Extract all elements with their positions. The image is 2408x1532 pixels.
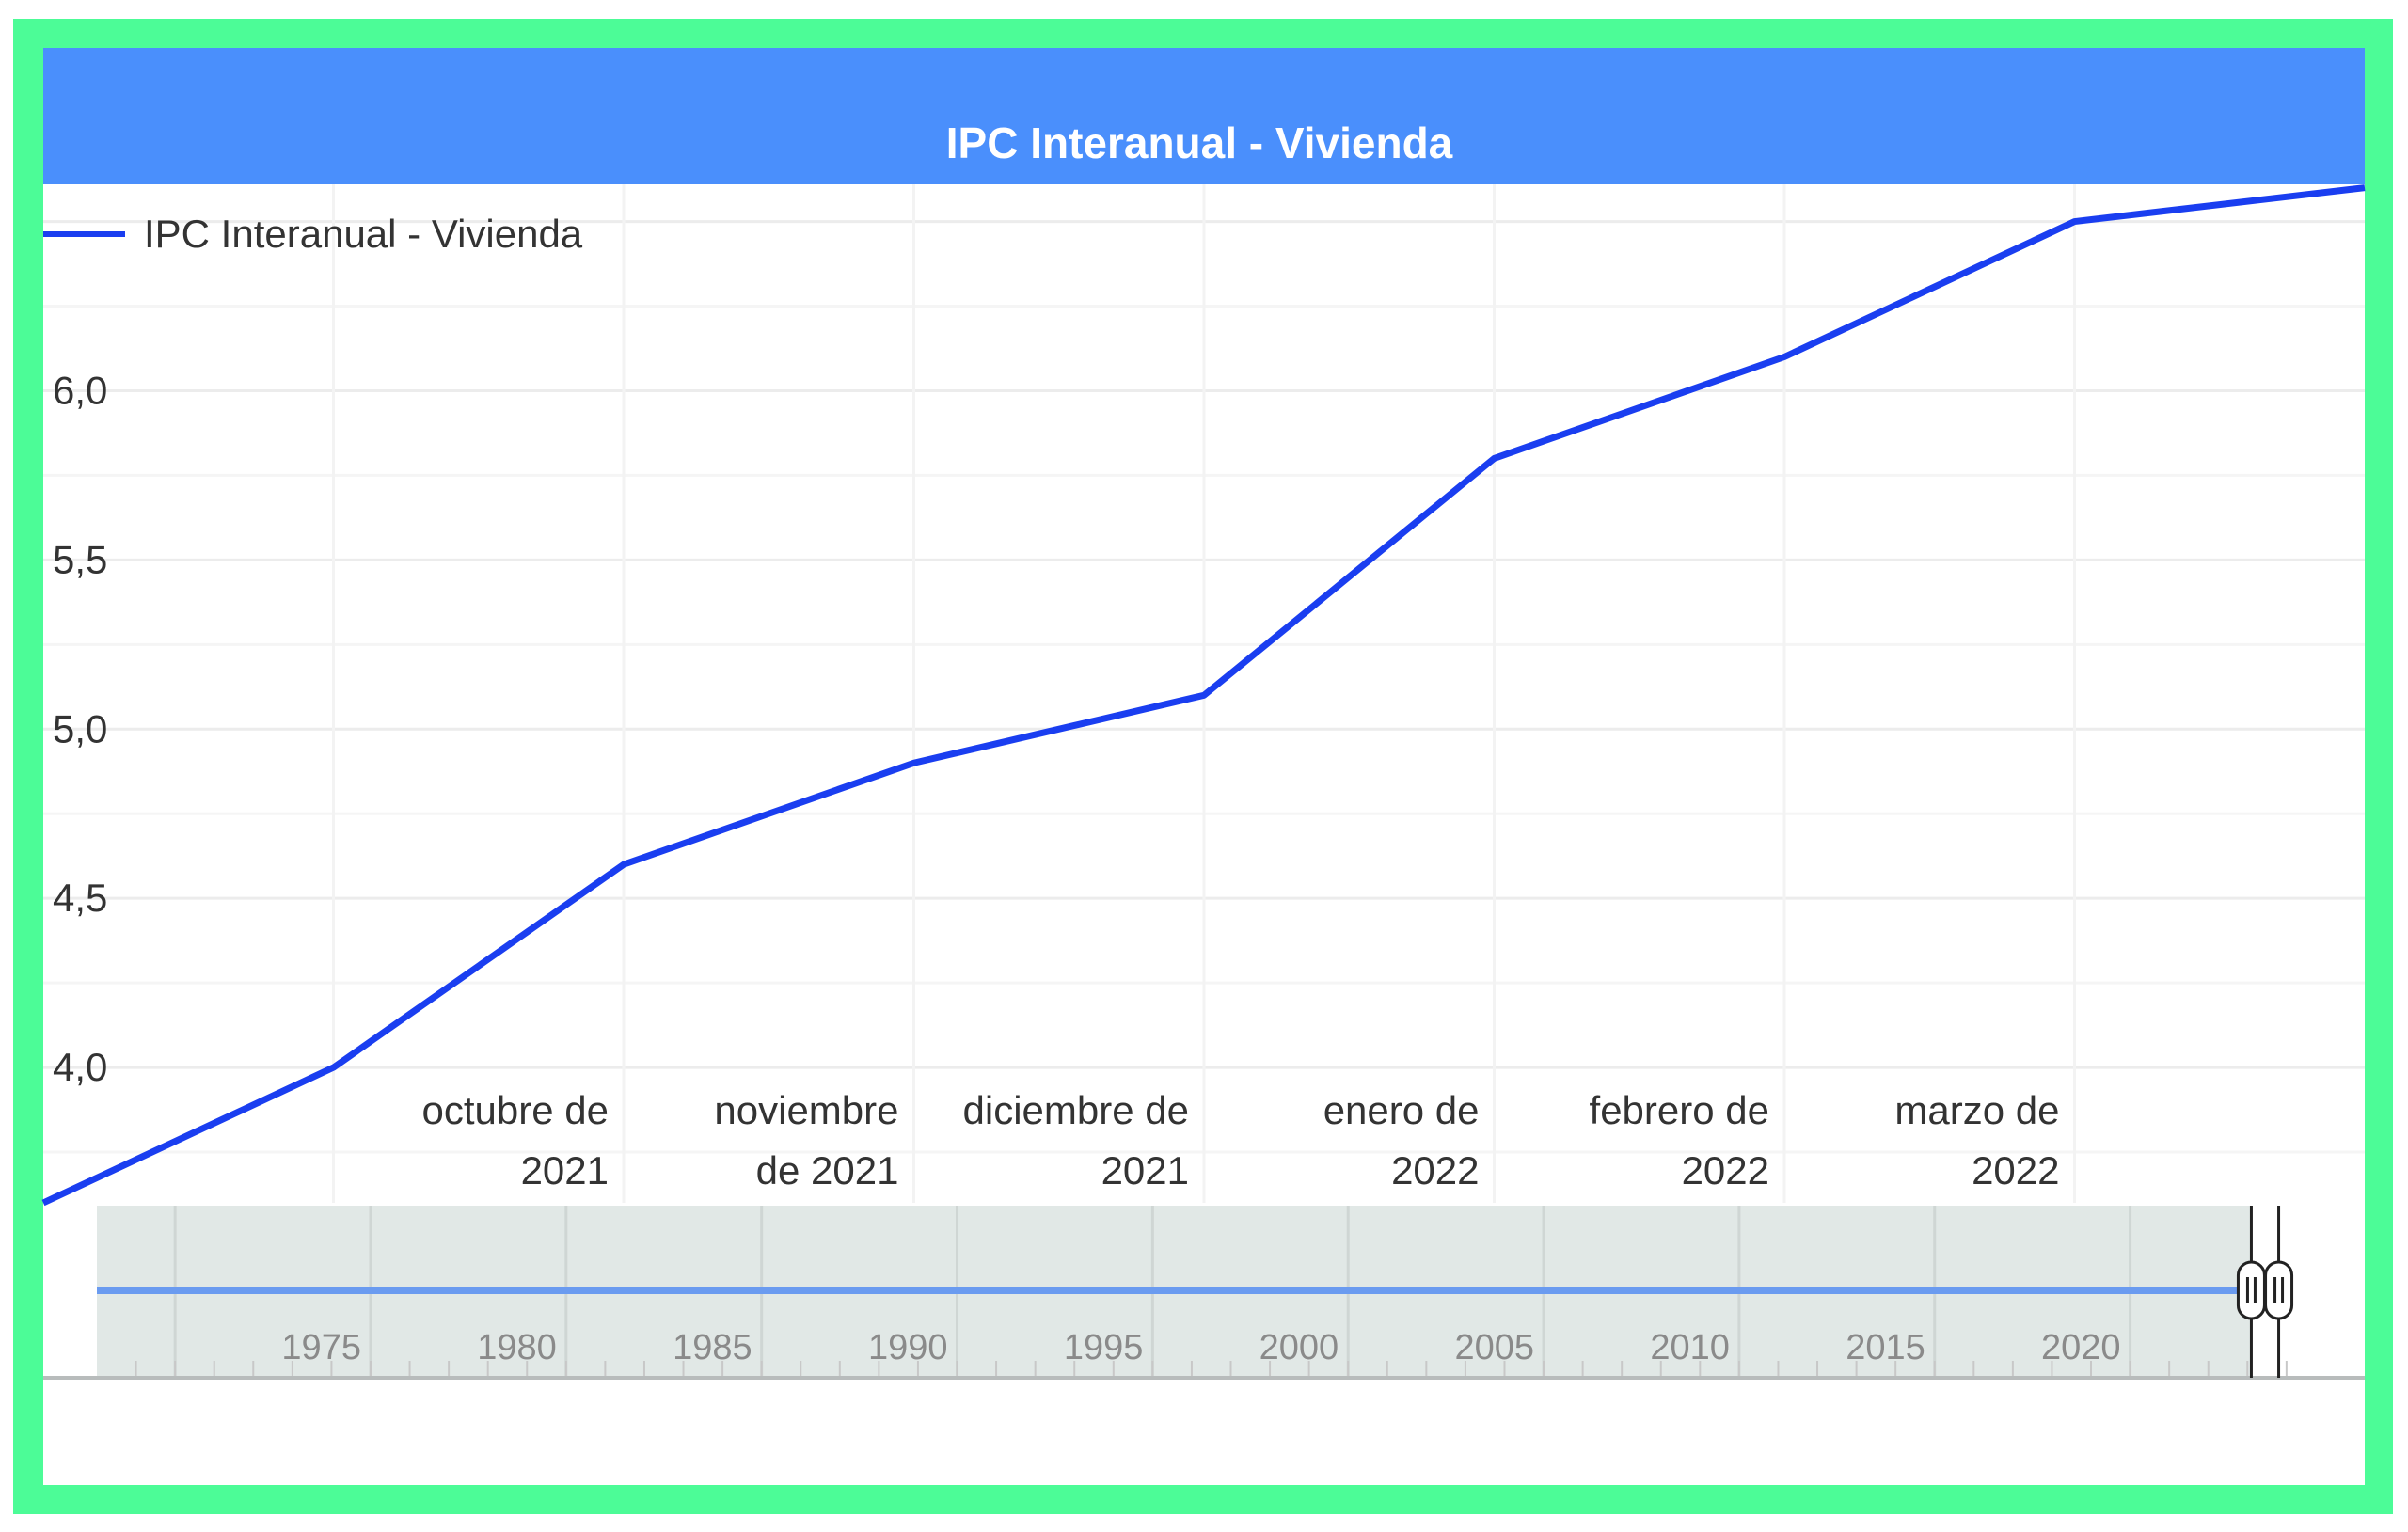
- navigator-tick-label: 1985: [673, 1328, 752, 1367]
- navigator-tick-label: 1990: [868, 1328, 948, 1367]
- navigator-tick-label: 2015: [1846, 1328, 1925, 1367]
- x-tick-label: enero de: [1323, 1088, 1480, 1132]
- legend-label[interactable]: IPC Interanual - Vivienda: [144, 212, 583, 256]
- navigator-tick-label: 2010: [1650, 1328, 1730, 1367]
- x-tick-label: febrero de: [1590, 1088, 1769, 1132]
- series: [41, 184, 2366, 1207]
- x-tick-label: diciembre de: [963, 1088, 1189, 1132]
- x-tick-label: marzo de: [1894, 1088, 2059, 1132]
- y-tick-label: 5,0: [53, 706, 107, 750]
- navigator-handle-left[interactable]: [2236, 1260, 2266, 1320]
- navigator-tick-label: 1995: [1064, 1328, 1144, 1367]
- navigator-tick-label: 2020: [2041, 1328, 2121, 1367]
- series-line: [41, 184, 2366, 1207]
- legend[interactable]: IPC Interanual - Vivienda: [43, 212, 583, 256]
- y-tick-label: 4,0: [53, 1045, 107, 1089]
- y-tick-label: 4,5: [53, 876, 107, 920]
- x-axis: octubre de 2021 noviembre de 2021 diciembre …: [422, 1088, 2060, 1192]
- x-tick-label: 2022: [1391, 1148, 1479, 1192]
- navigator-tick-label: 1980: [477, 1328, 557, 1367]
- y-tick-label: 5,5: [53, 537, 107, 581]
- navigator-tick-label: 2005: [1455, 1328, 1535, 1367]
- y-tick-label: 6,0: [53, 368, 107, 412]
- x-tick-label: 2021: [521, 1148, 609, 1192]
- handle-grip-icon[interactable]: [2264, 1260, 2294, 1320]
- navigator-handle-right[interactable]: [2264, 1260, 2294, 1320]
- y-axis: 4,0 4,5 5,0 5,5 6,0: [53, 368, 107, 1089]
- navigator-tick-label: 1975: [281, 1328, 361, 1367]
- x-tick-label: noviembre: [714, 1088, 898, 1132]
- chart-title: IPC Interanual - Vivienda: [946, 118, 1453, 167]
- x-tick-label: 2022: [1682, 1148, 1769, 1192]
- title-bar: [43, 48, 2365, 184]
- x-tick-label: 2021: [1101, 1148, 1189, 1192]
- x-tick-label: de 2021: [756, 1148, 899, 1192]
- x-tick-label: 2022: [1972, 1148, 2059, 1192]
- x-tick-label: octubre de: [422, 1088, 609, 1132]
- handle-grip-icon[interactable]: [2236, 1260, 2266, 1320]
- navigator-tick-label: 2000: [1259, 1328, 1339, 1367]
- navigator[interactable]: 1975 1980 1985 1990 1995 2000 2005 2010 2015 2020: [43, 1206, 2365, 1380]
